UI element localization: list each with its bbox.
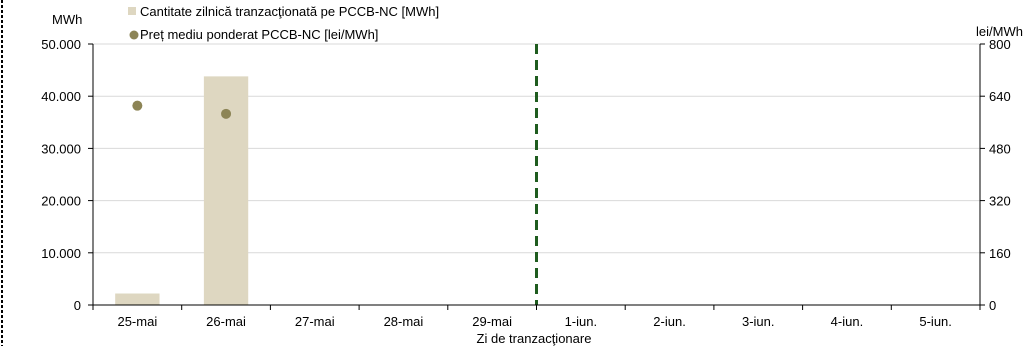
point-series — [132, 100, 232, 119]
x-tick-label: 27-mai — [295, 314, 335, 329]
x-tick-label: 26-mai — [206, 314, 246, 329]
y-tick-label-right: 0 — [989, 298, 996, 313]
y-tick-label-left: 0 — [74, 298, 81, 313]
legend: Cantitate zilnică tranzacţionată pe PCCB… — [128, 4, 439, 42]
legend-point-swatch — [129, 30, 139, 40]
legend-bar-swatch — [128, 7, 136, 15]
y-tick-label-left: 20.000 — [41, 194, 81, 209]
y-axis-title-right: lei/MWh — [976, 24, 1023, 39]
x-axis-title: Zi de tranzacţionare — [477, 331, 592, 346]
legend-bar-label: Cantitate zilnică tranzacţionată pe PCCB… — [140, 4, 439, 19]
y-tick-label-left: 30.000 — [41, 141, 81, 156]
x-tick-label: 2-iun. — [653, 314, 686, 329]
x-tick-label: 3-iun. — [742, 314, 775, 329]
bar — [115, 293, 160, 305]
y-tick-label-left: 50.000 — [41, 37, 81, 52]
data-point — [221, 108, 232, 119]
x-tick-label: 4-iun. — [831, 314, 864, 329]
y-tick-label-left: 10.000 — [41, 246, 81, 261]
y-tick-label-left: 40.000 — [41, 89, 81, 104]
y-axis-title-left: MWh — [52, 12, 82, 27]
y-tick-label-right: 480 — [989, 141, 1011, 156]
y-tick-label-right: 160 — [989, 246, 1011, 261]
x-tick-label: 25-mai — [117, 314, 157, 329]
legend-point-label: Preț mediu ponderat PCCB-NC [lei/MWh] — [140, 27, 378, 42]
y-tick-label-right: 320 — [989, 194, 1011, 209]
axis-labels: 0 0 10.000 160 20.000 320 30.000 480 40.000 640 50… — [41, 37, 1010, 329]
y-tick-label-right: 800 — [989, 37, 1011, 52]
x-tick-label: 5-iun. — [919, 314, 952, 329]
axes — [88, 43, 985, 310]
data-point — [132, 100, 143, 111]
x-tick-label: 1-iun. — [565, 314, 598, 329]
x-tick-label: 28-mai — [384, 314, 424, 329]
x-tick-label: 29-mai — [472, 314, 512, 329]
y-tick-label-right: 640 — [989, 89, 1011, 104]
